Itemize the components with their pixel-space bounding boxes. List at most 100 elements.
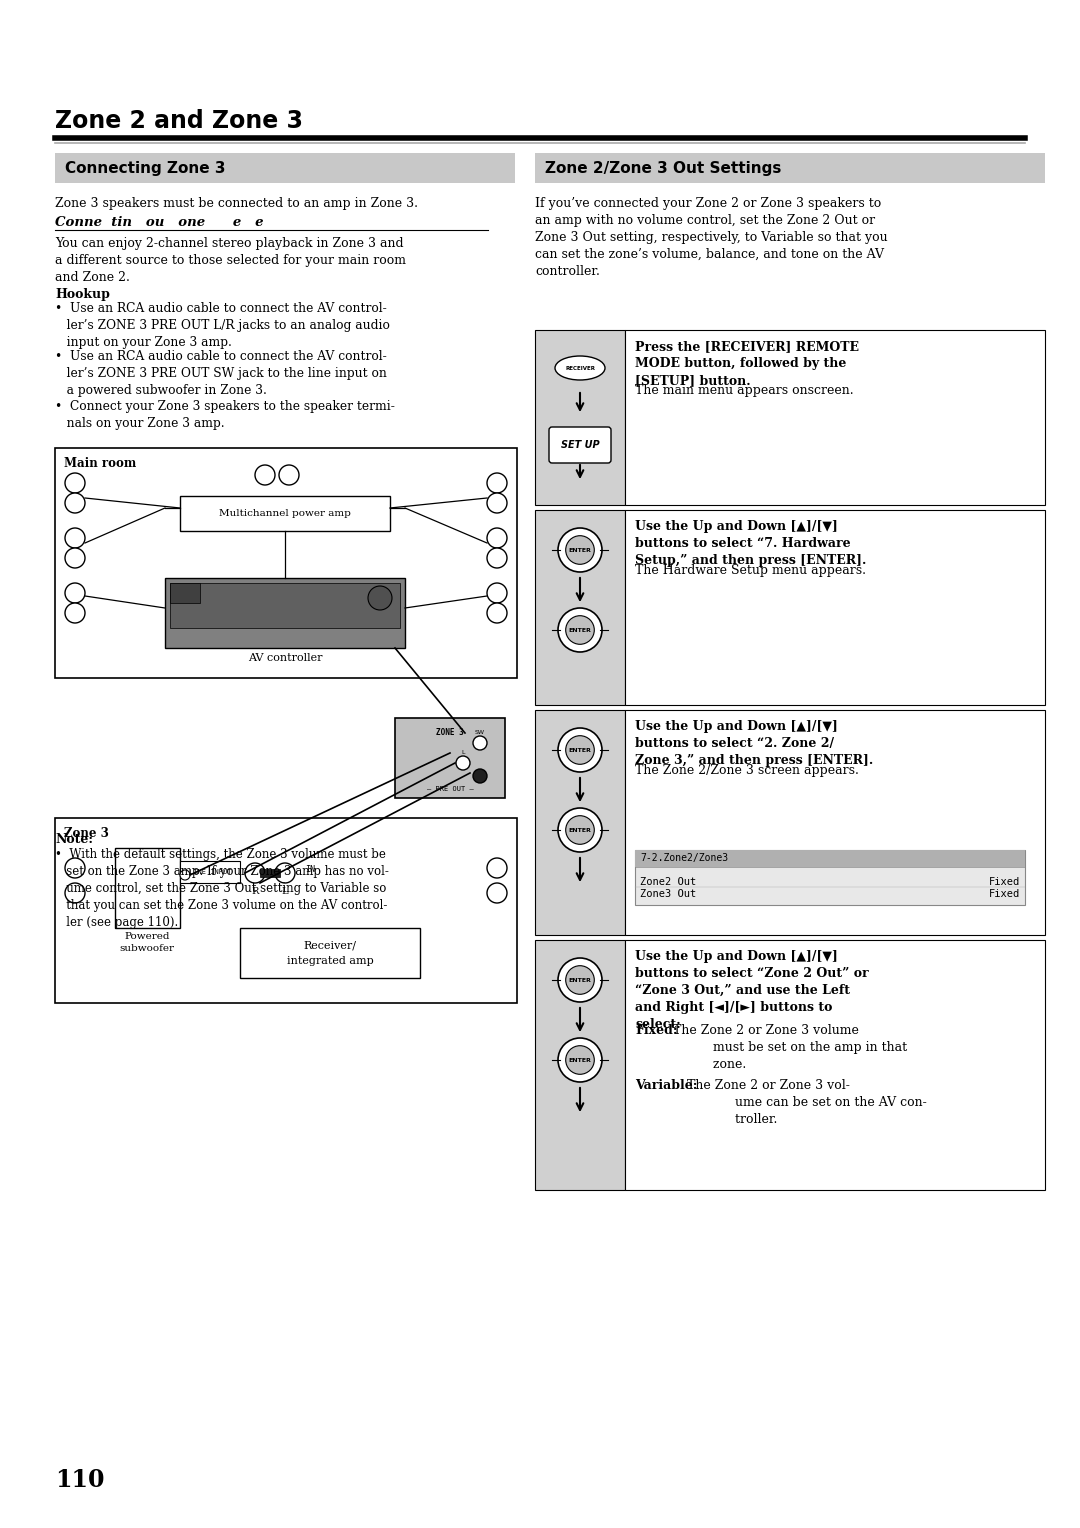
Text: integrated amp: integrated amp: [286, 957, 374, 966]
Text: Note:: Note:: [55, 833, 93, 847]
Circle shape: [487, 494, 507, 513]
Circle shape: [65, 474, 85, 494]
Circle shape: [65, 529, 85, 549]
Bar: [625, 940, 1045, 1190]
Circle shape: [275, 863, 295, 883]
Text: Hookup: Hookup: [55, 287, 110, 301]
Circle shape: [566, 616, 594, 645]
Text: Multichannel power amp: Multichannel power amp: [219, 509, 351, 518]
Bar: [625, 711, 1045, 935]
Text: Use the Up and Down [▲]/[▼]
buttons to select “Zone 2 Out” or
“Zone 3 Out,” and : Use the Up and Down [▲]/[▼] buttons to s…: [635, 950, 868, 1031]
Circle shape: [487, 549, 507, 568]
Text: The main menu appears onscreen.: The main menu appears onscreen.: [635, 384, 853, 397]
Bar: [165, 578, 405, 648]
Text: ENTER: ENTER: [568, 828, 592, 833]
Text: Zone2 Out: Zone2 Out: [640, 877, 697, 886]
Circle shape: [279, 465, 299, 484]
Circle shape: [558, 808, 602, 853]
Circle shape: [245, 863, 265, 883]
Text: — PRE OUT —: — PRE OUT —: [427, 785, 473, 792]
Circle shape: [487, 883, 507, 903]
Bar: [260, 869, 280, 877]
Circle shape: [566, 536, 594, 564]
Text: The Zone 2 or Zone 3 vol-
            ume can be set on the AV con-
            : The Zone 2 or Zone 3 vol- ume can be set…: [687, 1079, 927, 1126]
Circle shape: [255, 465, 275, 484]
Text: subwoofer: subwoofer: [120, 944, 175, 953]
Text: ENTER: ENTER: [568, 1057, 592, 1062]
Bar: [625, 330, 1045, 504]
Text: Connecting Zone 3: Connecting Zone 3: [65, 160, 226, 176]
Text: Receiver/: Receiver/: [303, 940, 356, 950]
Text: •  With the default settings, the Zone 3 volume must be
   set on the Zone 3 amp: • With the default settings, the Zone 3 …: [55, 848, 389, 929]
Ellipse shape: [555, 356, 605, 380]
Text: Zone 3 speakers must be connected to an amp in Zone 3.: Zone 3 speakers must be connected to an …: [55, 197, 418, 209]
Text: SW: SW: [475, 730, 485, 735]
Text: If you’ve connected your Zone 2 or Zone 3 speakers to
an amp with no volume cont: If you’ve connected your Zone 2 or Zone …: [535, 197, 888, 278]
Bar: [55, 448, 517, 678]
Bar: [635, 850, 1025, 866]
Text: The Hardware Setup menu appears.: The Hardware Setup menu appears.: [635, 564, 866, 578]
Circle shape: [456, 756, 470, 770]
Circle shape: [487, 529, 507, 549]
Bar: [535, 510, 625, 704]
Bar: [180, 497, 390, 532]
Text: Zone 2 and Zone 3: Zone 2 and Zone 3: [55, 108, 303, 133]
Bar: [625, 510, 1045, 704]
Circle shape: [473, 769, 487, 782]
Text: AV controller: AV controller: [247, 652, 322, 663]
Circle shape: [558, 958, 602, 1002]
Text: The Zone 2 or Zone 3 volume
          must be set on the amp in that
          z: The Zone 2 or Zone 3 volume must be set …: [673, 1024, 907, 1071]
Bar: [180, 860, 240, 883]
Text: •  Connect your Zone 3 speakers to the speaker termi-
   nals on your Zone 3 amp: • Connect your Zone 3 speakers to the sp…: [55, 400, 395, 429]
Circle shape: [65, 584, 85, 604]
Bar: [170, 584, 400, 628]
Bar: [240, 927, 420, 978]
Text: ENTER: ENTER: [568, 547, 592, 553]
Bar: [635, 850, 1025, 905]
Circle shape: [65, 604, 85, 623]
Text: LINE INPUT: LINE INPUT: [189, 869, 231, 876]
Text: You can enjoy 2-channel stereo playback in Zone 3 and
a different source to thos: You can enjoy 2-channel stereo playback …: [55, 237, 406, 284]
Text: Main room: Main room: [64, 457, 136, 471]
Text: 110: 110: [55, 1468, 105, 1491]
Text: Use the Up and Down [▲]/[▼]
buttons to select “7. Hardware
Setup,” and then pres: Use the Up and Down [▲]/[▼] buttons to s…: [635, 520, 866, 567]
Text: Zone 2/Zone 3 Out Settings: Zone 2/Zone 3 Out Settings: [545, 160, 781, 176]
Text: Zone3 Out: Zone3 Out: [640, 889, 697, 898]
Text: •  Use an RCA audio cable to connect the AV control-
   ler’s ZONE 3 PRE OUT SW : • Use an RCA audio cable to connect the …: [55, 350, 387, 397]
Bar: [55, 817, 517, 1002]
Text: Use the Up and Down [▲]/[▼]
buttons to select “2. Zone 2/
Zone 3,” and then pres: Use the Up and Down [▲]/[▼] buttons to s…: [635, 720, 874, 767]
Text: L: L: [461, 750, 464, 755]
Text: RECEIVER: RECEIVER: [565, 365, 595, 370]
Circle shape: [566, 735, 594, 764]
FancyBboxPatch shape: [549, 426, 611, 463]
Circle shape: [65, 549, 85, 568]
Circle shape: [487, 604, 507, 623]
Text: Powered: Powered: [124, 932, 170, 941]
Circle shape: [566, 966, 594, 995]
Circle shape: [487, 859, 507, 879]
Circle shape: [558, 529, 602, 571]
Text: Fixed: Fixed: [989, 877, 1020, 886]
Circle shape: [558, 727, 602, 772]
Bar: [170, 584, 200, 604]
Text: ENTER: ENTER: [568, 628, 592, 633]
Circle shape: [558, 1038, 602, 1082]
Bar: [535, 711, 625, 935]
Text: Conne  tin   ou   one      e   e: Conne tin ou one e e: [55, 215, 264, 229]
Text: L: L: [282, 886, 288, 895]
Circle shape: [180, 869, 190, 880]
Text: ENTER: ENTER: [568, 747, 592, 752]
Circle shape: [566, 1045, 594, 1074]
Bar: [535, 940, 625, 1190]
Bar: [55, 153, 515, 183]
Text: R: R: [252, 886, 259, 895]
Text: Fixed:: Fixed:: [635, 1024, 677, 1038]
Text: ENTER: ENTER: [568, 978, 592, 983]
Text: IN: IN: [305, 865, 315, 874]
Text: Press the [RECEIVER] REMOTE
MODE button, followed by the
[SETUP] button.: Press the [RECEIVER] REMOTE MODE button,…: [635, 341, 859, 387]
Circle shape: [368, 587, 392, 610]
Text: SET UP: SET UP: [561, 440, 599, 451]
Text: 7-2.Zone2/Zone3: 7-2.Zone2/Zone3: [640, 853, 728, 863]
Text: The Zone 2/Zone 3 screen appears.: The Zone 2/Zone 3 screen appears.: [635, 764, 859, 778]
Circle shape: [473, 736, 487, 750]
